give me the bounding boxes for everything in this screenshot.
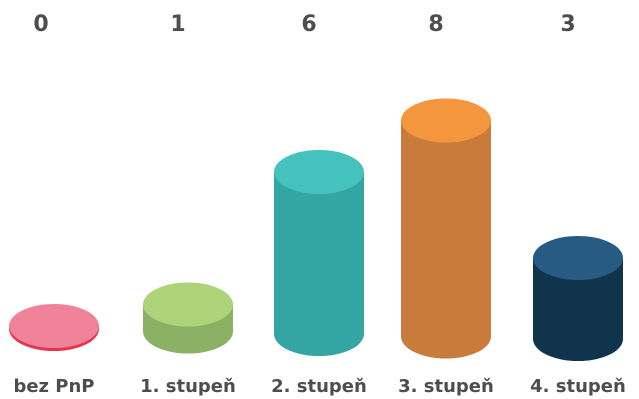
value-label-3: 6 [301,12,316,37]
category-label-3: 2. stupeň [271,376,367,397]
bars-layer [9,99,623,362]
bar-1 [9,304,99,351]
value-labels-layer: 0 1 6 8 3 [33,12,575,37]
bar-4 [401,99,491,359]
category-labels-layer: bez PnP 1. stupeň 2. stupeň 3. stupeň 4. stu… [13,376,625,397]
value-label-5: 3 [560,12,575,37]
bar-2 [143,283,233,354]
bar-2-top [143,283,233,327]
bar-4-side [401,121,491,359]
bar-3-top [274,150,364,194]
category-label-4: 3. stupeň [398,376,494,397]
bar-4-top [401,99,491,143]
bar-3 [274,150,364,356]
value-label-2: 1 [170,12,185,37]
category-label-5: 4. stupeň [530,376,626,397]
category-label-2: 1. stupeň [140,376,236,397]
value-label-1: 0 [33,12,48,37]
value-label-4: 8 [428,12,443,37]
category-label-1: bez PnP [13,376,94,397]
bar-5 [533,236,623,361]
bar-1-top [9,304,99,348]
bar-3-side [274,172,364,356]
bar-5-top [533,236,623,280]
